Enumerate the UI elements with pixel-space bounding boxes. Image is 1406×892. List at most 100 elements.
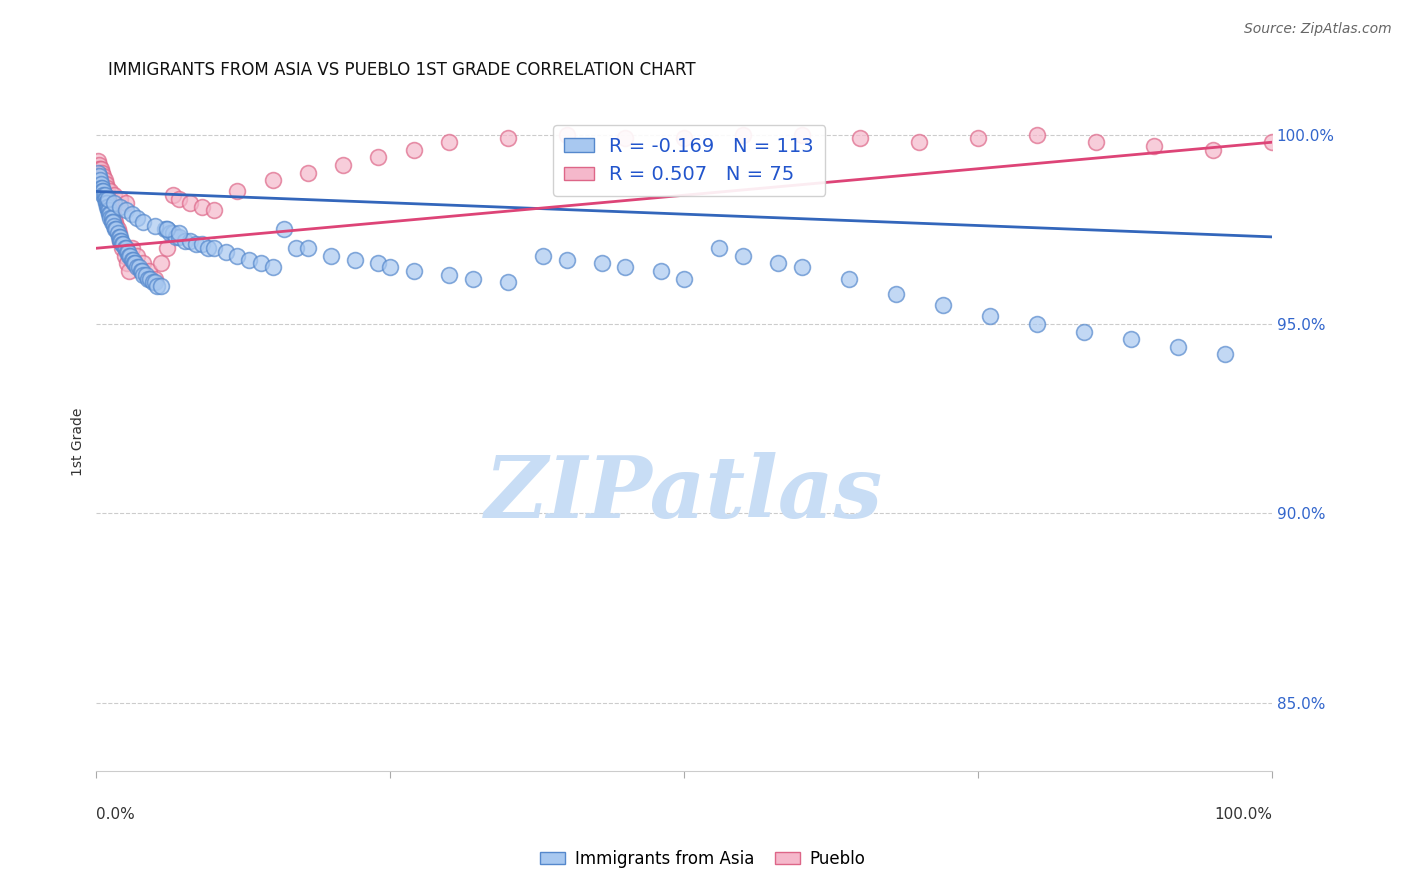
Point bbox=[709, 241, 731, 255]
Point bbox=[838, 271, 860, 285]
Point bbox=[135, 268, 157, 282]
Point bbox=[121, 241, 143, 255]
Point bbox=[114, 241, 136, 255]
Point bbox=[129, 264, 152, 278]
Point bbox=[94, 177, 117, 191]
Point bbox=[114, 195, 136, 210]
Legend: R = -0.169   N = 113, R = 0.507   N = 75: R = -0.169 N = 113, R = 0.507 N = 75 bbox=[553, 125, 825, 196]
Point bbox=[100, 211, 122, 225]
Point bbox=[90, 161, 112, 176]
Point bbox=[555, 252, 578, 267]
Point bbox=[159, 226, 181, 240]
Point bbox=[100, 185, 122, 199]
Point bbox=[614, 260, 637, 275]
Point bbox=[101, 215, 124, 229]
Point bbox=[105, 219, 128, 233]
Point bbox=[226, 249, 249, 263]
Point bbox=[97, 192, 120, 206]
Point bbox=[167, 226, 190, 240]
Point bbox=[91, 185, 114, 199]
Point bbox=[90, 180, 112, 194]
Point bbox=[367, 150, 389, 164]
Point bbox=[591, 256, 613, 270]
Point bbox=[91, 180, 114, 194]
Point bbox=[1202, 143, 1225, 157]
Point bbox=[97, 192, 120, 206]
Point bbox=[143, 219, 166, 233]
Point bbox=[167, 192, 190, 206]
Point bbox=[496, 131, 519, 145]
Point bbox=[321, 249, 343, 263]
Point bbox=[555, 128, 578, 142]
Point bbox=[117, 245, 139, 260]
Point bbox=[94, 192, 117, 206]
Text: 100.0%: 100.0% bbox=[1213, 807, 1272, 822]
Point bbox=[107, 226, 129, 240]
Point bbox=[103, 188, 125, 202]
Point bbox=[1143, 139, 1166, 153]
Point bbox=[93, 185, 115, 199]
Point bbox=[122, 256, 145, 270]
Point bbox=[93, 177, 115, 191]
Point bbox=[124, 256, 146, 270]
Point bbox=[297, 165, 319, 179]
Point bbox=[967, 131, 990, 145]
Point bbox=[108, 234, 131, 248]
Point bbox=[103, 219, 125, 233]
Point bbox=[150, 256, 173, 270]
Point bbox=[121, 207, 143, 221]
Point bbox=[179, 195, 201, 210]
Point bbox=[731, 128, 754, 142]
Point bbox=[89, 173, 111, 187]
Point bbox=[461, 271, 484, 285]
Point bbox=[932, 298, 955, 312]
Point bbox=[136, 271, 159, 285]
Point bbox=[191, 237, 214, 252]
Point bbox=[111, 241, 134, 255]
Point bbox=[1213, 347, 1236, 361]
Point bbox=[731, 249, 754, 263]
Point bbox=[402, 264, 425, 278]
Point bbox=[1167, 340, 1189, 354]
Point bbox=[437, 268, 460, 282]
Point bbox=[285, 241, 308, 255]
Point bbox=[96, 195, 118, 210]
Point bbox=[108, 230, 131, 244]
Text: ZIPatlas: ZIPatlas bbox=[485, 452, 883, 536]
Point bbox=[673, 131, 696, 145]
Point bbox=[226, 185, 249, 199]
Point bbox=[1261, 135, 1284, 149]
Point bbox=[179, 234, 201, 248]
Point bbox=[127, 260, 149, 275]
Point bbox=[96, 185, 118, 199]
Point bbox=[107, 222, 129, 236]
Point bbox=[108, 192, 131, 206]
Point bbox=[114, 203, 136, 218]
Point bbox=[343, 252, 366, 267]
Point bbox=[114, 241, 136, 255]
Point bbox=[908, 135, 931, 149]
Point bbox=[142, 275, 165, 289]
Point bbox=[143, 275, 166, 289]
Point bbox=[100, 203, 122, 218]
Point bbox=[94, 180, 117, 194]
Point bbox=[614, 131, 637, 145]
Point bbox=[93, 173, 115, 187]
Point bbox=[98, 195, 121, 210]
Point bbox=[496, 275, 519, 289]
Point bbox=[103, 211, 125, 225]
Point bbox=[262, 173, 284, 187]
Point bbox=[138, 264, 160, 278]
Point bbox=[96, 200, 118, 214]
Point bbox=[131, 264, 153, 278]
Point bbox=[143, 271, 166, 285]
Point bbox=[132, 215, 155, 229]
Point bbox=[132, 256, 155, 270]
Point bbox=[127, 211, 149, 225]
Point bbox=[250, 256, 273, 270]
Point bbox=[332, 158, 354, 172]
Point bbox=[238, 252, 260, 267]
Point bbox=[118, 264, 141, 278]
Point bbox=[87, 161, 110, 176]
Point bbox=[101, 207, 124, 221]
